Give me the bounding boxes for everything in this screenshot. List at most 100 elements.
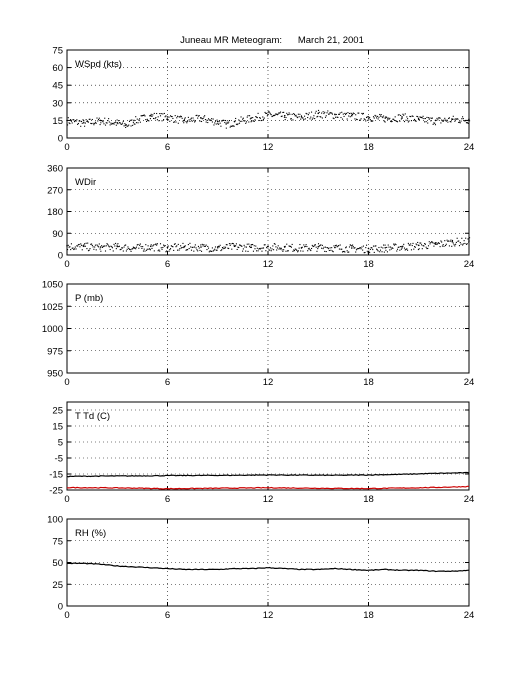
y-tick-label: 0 [58, 251, 63, 262]
data-point [429, 117, 431, 119]
data-point [223, 246, 225, 248]
data-point [112, 122, 114, 124]
data-point [425, 246, 427, 248]
data-point [164, 116, 166, 118]
data-point [244, 246, 246, 248]
data-point [384, 121, 386, 123]
data-point [197, 115, 200, 117]
data-point [137, 243, 139, 246]
data-point [317, 109, 320, 111]
data-point [178, 249, 180, 251]
data-point [316, 116, 318, 118]
data-point [176, 115, 179, 117]
data-point [369, 117, 371, 119]
data-point [164, 245, 166, 247]
data-point [418, 248, 420, 250]
data-point [99, 119, 102, 122]
data-point [458, 245, 461, 247]
data-point [235, 243, 237, 245]
data-point [302, 117, 304, 119]
data-point [289, 113, 291, 115]
data-point [218, 123, 220, 125]
data-point [191, 246, 193, 249]
data-point [229, 126, 231, 128]
data-point [151, 115, 153, 117]
data-point [148, 120, 150, 122]
data-point [350, 114, 353, 117]
data-point [341, 251, 344, 253]
data-point [209, 250, 211, 252]
data-point [359, 119, 361, 121]
x-tick-label: 6 [165, 494, 170, 505]
data-point [446, 119, 448, 121]
data-point [362, 245, 364, 247]
data-point [148, 248, 150, 250]
data-point [228, 121, 230, 123]
data-point [301, 246, 303, 248]
data-point [97, 245, 99, 247]
data-point [341, 111, 343, 113]
data-point [444, 240, 446, 242]
y-tick-label: -25 [49, 486, 63, 497]
data-point [332, 117, 334, 119]
data-point [136, 118, 138, 120]
data-point [99, 124, 101, 126]
data-point [203, 244, 205, 246]
data-point [69, 123, 71, 125]
data-point [263, 244, 265, 246]
data-point [196, 249, 198, 251]
data-point [415, 120, 417, 122]
data-point [461, 237, 463, 239]
data-point [71, 122, 73, 124]
data-point [216, 246, 219, 249]
data-point [443, 245, 445, 247]
data-point [419, 242, 421, 244]
data-point [338, 244, 340, 247]
data-point [254, 248, 256, 250]
data-point [350, 247, 353, 249]
data-point [149, 118, 151, 120]
y-tick-label: 1000 [42, 324, 63, 335]
data-point [183, 247, 185, 249]
data-point [367, 252, 369, 254]
figure-title: Juneau MR Meteogram: March 21, 2001 [180, 35, 364, 46]
data-point [450, 239, 452, 241]
data-point [85, 242, 87, 244]
data-point [376, 249, 378, 251]
data-point [462, 118, 464, 120]
data-point [359, 247, 361, 249]
data-point [332, 251, 334, 253]
data-point [187, 249, 189, 251]
data-point [442, 244, 444, 246]
data-point [417, 244, 420, 247]
data-point [166, 246, 169, 249]
data-point [339, 244, 341, 246]
data-point [238, 119, 240, 121]
data-point [288, 112, 290, 114]
data-point [458, 121, 461, 123]
data-point [149, 114, 152, 117]
data-point [73, 248, 75, 251]
data-point [251, 244, 253, 246]
data-point [125, 124, 127, 126]
data-point [255, 116, 258, 118]
data-point [347, 112, 349, 114]
data-point [280, 248, 282, 250]
data-point [341, 248, 343, 250]
data-point [405, 248, 407, 250]
data-point [327, 247, 329, 249]
data-point [115, 242, 117, 244]
data-point [109, 124, 111, 126]
data-point [375, 115, 377, 117]
data-point [253, 245, 255, 247]
data-point [386, 251, 388, 253]
data-point [250, 244, 252, 246]
data-point [87, 242, 89, 244]
data-point [394, 243, 396, 245]
data-point [140, 115, 142, 117]
data-point [84, 245, 86, 247]
data-point [147, 119, 149, 122]
data-point [194, 244, 196, 246]
data-point [331, 250, 334, 252]
data-point [190, 118, 192, 120]
